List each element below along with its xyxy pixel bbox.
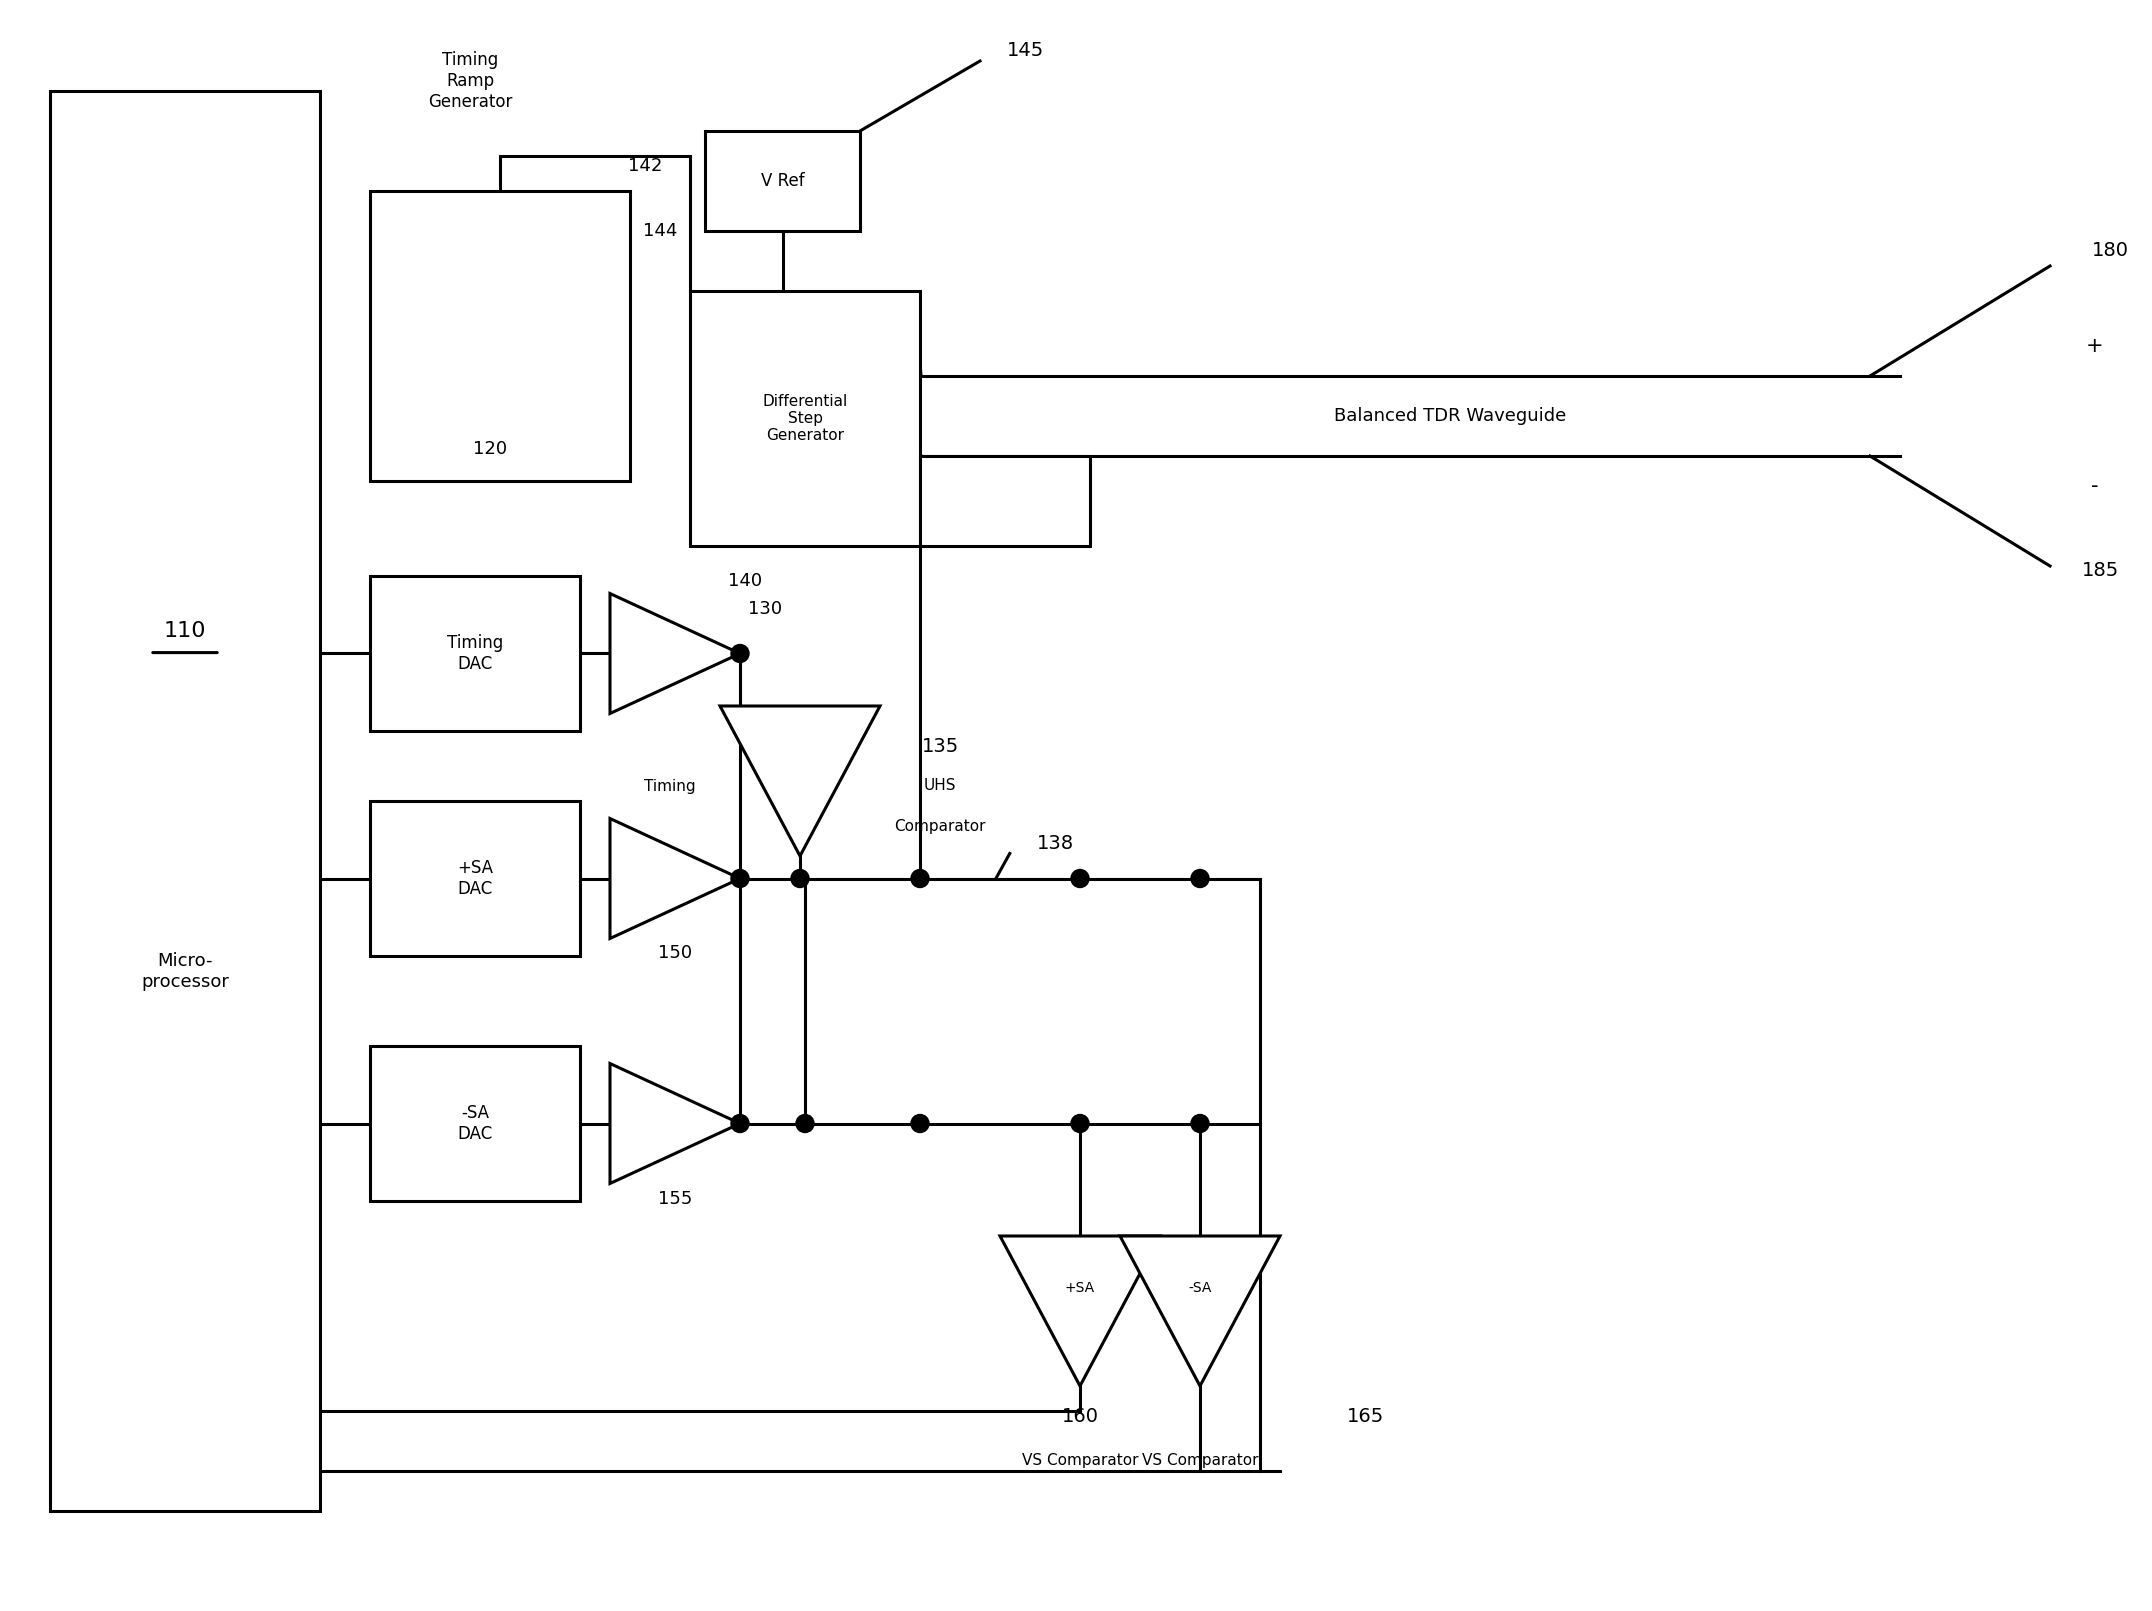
Text: +SA
DAC: +SA DAC <box>456 859 493 897</box>
Bar <box>370 577 581 731</box>
Polygon shape <box>609 593 740 714</box>
Polygon shape <box>609 818 740 939</box>
Text: 180: 180 <box>2092 242 2128 261</box>
Bar <box>706 130 861 230</box>
Circle shape <box>1072 1115 1089 1133</box>
Text: 160: 160 <box>1061 1406 1098 1426</box>
Text: 142: 142 <box>628 156 663 176</box>
Circle shape <box>910 1115 930 1133</box>
Text: 185: 185 <box>2081 562 2118 580</box>
Text: 155: 155 <box>659 1189 693 1208</box>
Text: 110: 110 <box>164 620 207 641</box>
Circle shape <box>732 870 749 888</box>
Circle shape <box>1072 870 1089 888</box>
Text: -: - <box>2092 475 2098 496</box>
Polygon shape <box>609 1063 740 1184</box>
Text: V Ref: V Ref <box>760 172 805 190</box>
Text: 120: 120 <box>473 440 508 458</box>
Polygon shape <box>721 706 880 855</box>
Circle shape <box>792 870 809 888</box>
Bar <box>691 292 921 546</box>
Text: -SA: -SA <box>1188 1281 1212 1295</box>
Bar <box>370 801 581 955</box>
Text: 150: 150 <box>659 944 693 962</box>
Circle shape <box>1190 1115 1209 1133</box>
Circle shape <box>732 1115 749 1133</box>
Text: 145: 145 <box>1007 42 1044 61</box>
Circle shape <box>910 870 930 888</box>
Bar <box>370 1046 581 1200</box>
Text: Comparator: Comparator <box>895 818 986 833</box>
Text: -SA
DAC: -SA DAC <box>458 1104 493 1142</box>
Polygon shape <box>1119 1236 1280 1385</box>
Text: 130: 130 <box>749 599 781 617</box>
Text: VS Comparator: VS Comparator <box>1143 1453 1259 1469</box>
Bar <box>370 192 631 482</box>
Circle shape <box>796 1115 813 1133</box>
Text: +SA: +SA <box>1065 1281 1095 1295</box>
Text: Timing: Timing <box>643 778 695 794</box>
Circle shape <box>732 644 749 662</box>
Text: 135: 135 <box>921 736 958 756</box>
Text: 144: 144 <box>643 222 678 240</box>
Text: Differential
Step
Generator: Differential Step Generator <box>762 393 848 443</box>
Text: 140: 140 <box>727 572 762 590</box>
Text: Balanced TDR Waveguide: Balanced TDR Waveguide <box>1334 408 1567 425</box>
Polygon shape <box>1001 1236 1160 1385</box>
Text: Timing
DAC: Timing DAC <box>448 635 504 673</box>
Circle shape <box>1190 870 1209 888</box>
Bar <box>49 90 321 1511</box>
Text: UHS: UHS <box>923 778 955 794</box>
Text: VS Comparator: VS Comparator <box>1022 1453 1138 1469</box>
Text: +: + <box>2085 337 2105 356</box>
Text: Micro-
processor: Micro- processor <box>142 952 228 991</box>
Text: 138: 138 <box>1037 834 1074 852</box>
Bar <box>805 878 1261 1123</box>
Bar <box>921 456 1091 546</box>
Text: Timing
Ramp
Generator: Timing Ramp Generator <box>428 52 512 111</box>
Text: 165: 165 <box>1347 1406 1384 1426</box>
